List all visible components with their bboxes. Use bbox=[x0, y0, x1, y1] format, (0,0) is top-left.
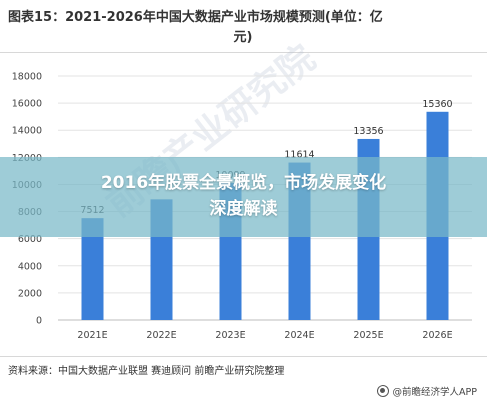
x-tick-label: 2024E bbox=[284, 330, 314, 341]
y-tick-label: 2000 bbox=[18, 288, 42, 299]
data-label: 15360 bbox=[422, 99, 452, 110]
chart-title-line2: 元) bbox=[233, 30, 253, 45]
x-tick-label: 2026E bbox=[422, 330, 452, 341]
y-tick-label: 0 bbox=[36, 316, 42, 327]
title-divider bbox=[0, 52, 487, 53]
overlay-headline-line2: 深度解读 bbox=[209, 199, 278, 219]
x-tick-label: 2022E bbox=[146, 330, 176, 341]
chart-title-line1: 图表15：2021-2026年中国大数据产业市场规模预测(单位：亿 bbox=[8, 10, 383, 25]
credit-text: @前瞻经济学人APP bbox=[392, 387, 477, 398]
overlay-headline-line1: 2016年股票全景概览，市场发展变化 bbox=[100, 173, 387, 193]
credit: @前瞻经济学人APP bbox=[376, 384, 477, 398]
y-tick-label: 16000 bbox=[12, 99, 42, 110]
x-tick-label: 2025E bbox=[353, 330, 383, 341]
x-tick-label: 2023E bbox=[215, 330, 245, 341]
x-tick-label: 2021E bbox=[77, 330, 107, 341]
chart-title: 图表15：2021-2026年中国大数据产业市场规模预测(单位：亿 元) bbox=[8, 8, 478, 48]
y-tick-label: 6000 bbox=[18, 234, 42, 245]
y-tick-label: 18000 bbox=[12, 72, 42, 83]
bar bbox=[81, 218, 104, 320]
overlay-banner bbox=[0, 157, 487, 237]
overlay-headline: 2016年股票全景概览，市场发展变化 深度解读 bbox=[0, 170, 487, 222]
y-tick-label: 14000 bbox=[12, 126, 42, 137]
source-divider bbox=[0, 356, 487, 357]
data-label: 11614 bbox=[284, 150, 314, 161]
data-label: 13356 bbox=[353, 126, 383, 137]
y-tick-label: 4000 bbox=[18, 261, 42, 272]
source-note: 资料来源：中国大数据产业联盟 赛迪顾问 前瞻产业研究院整理 bbox=[8, 366, 285, 377]
brand-logo-icon bbox=[376, 385, 389, 397]
